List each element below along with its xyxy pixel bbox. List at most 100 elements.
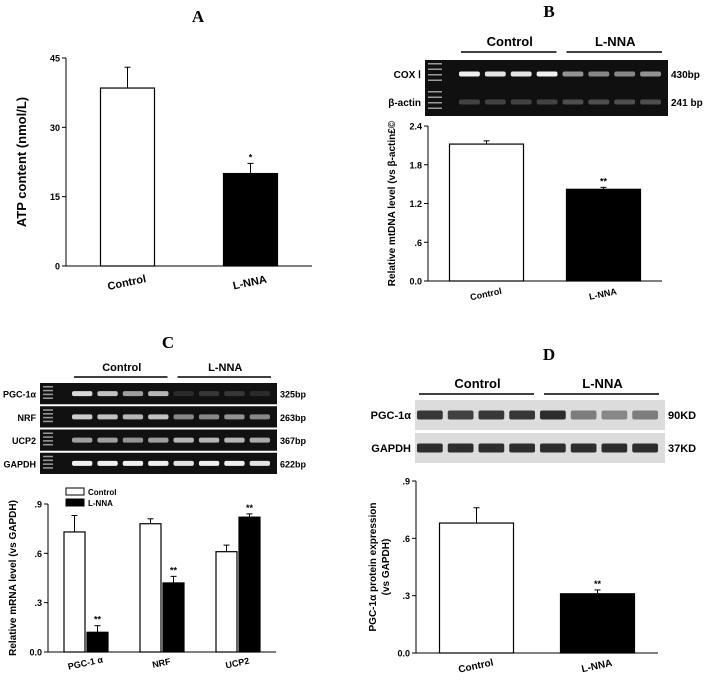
- ladder-band: [428, 63, 442, 65]
- ladder-band: [43, 463, 53, 465]
- band: [122, 414, 144, 420]
- band: [459, 71, 480, 77]
- y-tick-label: 1.8: [409, 160, 422, 170]
- gel-size-label: 367bp: [280, 436, 307, 446]
- chart-panel-d: 0.0 .3 .6 .9 PGC-1α protein expression (vs GA…: [368, 477, 658, 676]
- gel-panel-c: PGC-1α 325bp NRF 263bp UCP2 367bp GAPDH 622bp Co…: [3, 362, 307, 474]
- band: [562, 71, 584, 77]
- y-tick-label: 1.2: [409, 199, 422, 209]
- gel-row-label: GAPDH: [3, 459, 36, 469]
- band: [478, 410, 505, 420]
- band: [148, 414, 169, 420]
- band: [447, 443, 474, 453]
- band: [632, 410, 658, 420]
- bar: [448, 143, 525, 282]
- chart-panel-a: 0 15 30 45 ATP content (nmol/L) Control L-NNA *: [14, 54, 312, 293]
- y-tick-label: 45: [50, 54, 60, 64]
- band: [97, 391, 118, 397]
- band: [198, 414, 220, 420]
- x-tick-label: UCP2: [225, 656, 251, 671]
- legend-label: L-NNA: [88, 499, 113, 508]
- band: [640, 99, 661, 105]
- band: [417, 410, 443, 420]
- legend-swatch: [65, 487, 85, 496]
- gel-size-label: 325bp: [280, 390, 307, 400]
- gel-row-label: GAPDH: [371, 443, 411, 455]
- ladder-band: [428, 96, 442, 98]
- band: [509, 410, 535, 420]
- band: [588, 99, 610, 105]
- bar: [565, 188, 642, 282]
- x-tick-label: Control: [469, 286, 502, 302]
- gel-size-label: 263bp: [280, 413, 307, 423]
- bar: [215, 551, 238, 653]
- band: [72, 414, 93, 420]
- band: [173, 391, 194, 397]
- ladder-band: [43, 467, 53, 469]
- ladder-band: [428, 107, 442, 109]
- gel-group-label: Control: [454, 376, 500, 391]
- ladder-band: [43, 389, 53, 392]
- ladder-band: [428, 102, 442, 104]
- band: [173, 437, 194, 443]
- gel-group-label: Control: [102, 362, 141, 374]
- ladder-band: [43, 409, 53, 411]
- y-axis-label: PGC-1α protein expression: [368, 503, 379, 632]
- band: [510, 71, 532, 77]
- band: [570, 443, 597, 453]
- band: [148, 460, 169, 466]
- band: [417, 443, 443, 453]
- gel-row-label: UCP2: [12, 436, 36, 446]
- band: [540, 443, 566, 453]
- bar: [86, 631, 109, 653]
- band: [173, 414, 194, 420]
- gel-group-label: Control: [487, 34, 533, 49]
- band: [198, 391, 220, 397]
- ladder-band: [428, 68, 442, 70]
- band: [510, 99, 532, 105]
- bar: [438, 522, 515, 654]
- band: [198, 437, 220, 443]
- bar: [559, 593, 636, 654]
- y-tick-label: 0.0: [409, 277, 422, 287]
- ladder-band: [43, 436, 53, 438]
- band: [601, 410, 628, 420]
- ladder-band: [43, 413, 53, 415]
- x-tick-label: NRF: [151, 656, 172, 670]
- gel-size-label: 241 bp: [671, 98, 703, 109]
- panel-letter-d: D: [543, 345, 555, 364]
- band: [72, 391, 93, 397]
- significance-marker: **: [594, 579, 602, 589]
- y-axis-label: Relative mRNA level (vs GAPDH): [8, 500, 19, 656]
- band: [640, 71, 661, 77]
- band: [224, 437, 245, 443]
- band: [97, 414, 118, 420]
- y-tick-label: 0.0: [29, 648, 42, 658]
- panel-letter-b: B: [543, 2, 554, 21]
- band: [632, 443, 658, 453]
- bar: [222, 172, 279, 267]
- band: [459, 99, 480, 105]
- y-axis-label: ATP content (nmol/L): [14, 97, 29, 227]
- ladder-band: [428, 74, 442, 76]
- band: [72, 437, 93, 443]
- y-tick-label: 2.4: [409, 122, 422, 132]
- band: [173, 460, 194, 466]
- ladder-band: [43, 440, 53, 442]
- gel-row-label: β-actin: [388, 98, 421, 109]
- panel-letter-c: C: [162, 333, 174, 352]
- band: [249, 460, 270, 466]
- band: [484, 99, 506, 105]
- gel-row-label: PGC-1α: [3, 390, 37, 400]
- band: [570, 410, 597, 420]
- y-tick-label: .9: [402, 477, 410, 487]
- band: [198, 460, 220, 466]
- legend-label: Control: [88, 488, 116, 497]
- band: [614, 71, 636, 77]
- band: [249, 414, 270, 420]
- bar: [99, 87, 156, 267]
- bar: [162, 582, 185, 653]
- band: [224, 414, 245, 420]
- gel-size-label: 90KD: [668, 410, 696, 422]
- y-axis-label: Relative mtDNA level (vs β-actin£©: [387, 120, 398, 286]
